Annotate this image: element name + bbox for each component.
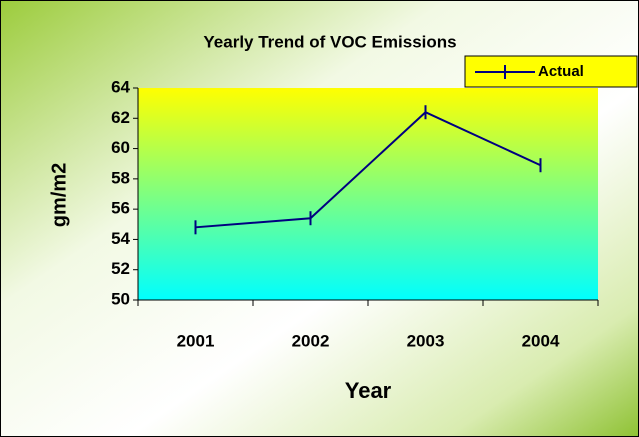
x-tick-label: 2002 bbox=[292, 331, 330, 350]
y-tick-label: 54 bbox=[111, 229, 130, 248]
y-tick-label: 56 bbox=[111, 199, 130, 218]
chart-title: Yearly Trend of VOC Emissions bbox=[203, 32, 456, 51]
x-axis-label: Year bbox=[345, 378, 392, 403]
y-tick-label: 50 bbox=[111, 289, 130, 308]
y-axis-label: gm/m2 bbox=[48, 163, 70, 227]
y-tick-label: 62 bbox=[111, 108, 130, 127]
series-line bbox=[195, 111, 541, 229]
y-tick-label: 64 bbox=[111, 77, 130, 96]
x-tick-label: 2001 bbox=[177, 331, 215, 350]
legend: Actual bbox=[464, 55, 638, 88]
plot-area bbox=[138, 88, 598, 300]
legend-label: Actual bbox=[538, 63, 584, 80]
x-tick-label: 2004 bbox=[522, 331, 560, 350]
y-tick-label: 52 bbox=[111, 259, 130, 278]
y-tick-label: 58 bbox=[111, 168, 130, 187]
x-tick-label: 2003 bbox=[407, 331, 445, 350]
y-tick-label: 60 bbox=[111, 138, 130, 157]
